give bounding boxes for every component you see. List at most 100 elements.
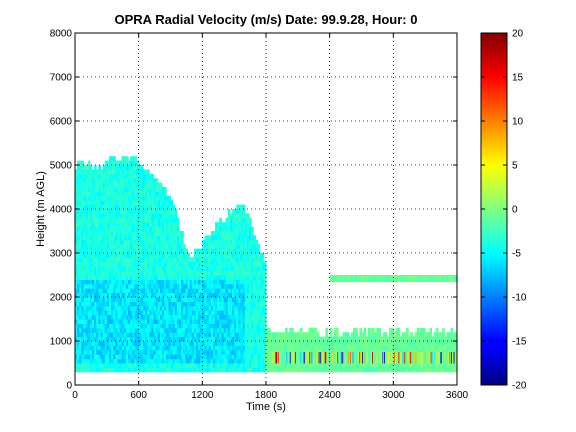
- heatmap-cell: [79, 182, 82, 188]
- heatmap-cell: [140, 301, 144, 307]
- heatmap-cell: [102, 297, 106, 302]
- heatmap-cell: [240, 248, 244, 254]
- heatmap-cell: [94, 305, 97, 311]
- heatmap-cell: [330, 352, 332, 364]
- heatmap-cell: [125, 253, 129, 258]
- heatmap-cell: [89, 217, 93, 223]
- heatmap-cell: [128, 332, 131, 338]
- heatmap-cell: [176, 301, 180, 307]
- heatmap-cell: [234, 209, 237, 214]
- heatmap-cell: [121, 178, 125, 184]
- heatmap-cell: [227, 244, 231, 250]
- heatmap-cell: [153, 319, 157, 324]
- heatmap-cell: [83, 178, 87, 184]
- heatmap-cell: [176, 217, 180, 223]
- heatmap-cell: [187, 253, 191, 258]
- heatmap-cell: [244, 253, 248, 258]
- heatmap-cell: [157, 222, 161, 228]
- heatmap-cell: [134, 239, 138, 245]
- heatmap-cell: [246, 349, 250, 355]
- x-tick-label: 2400: [319, 390, 342, 401]
- heatmap-cell: [212, 332, 216, 338]
- heatmap-cell: [191, 332, 195, 338]
- heatmap-cell: [108, 204, 112, 210]
- heatmap-cell: [348, 352, 350, 364]
- heatmap-cell: [255, 244, 259, 250]
- heatmap-cell: [206, 266, 210, 272]
- heatmap-cell: [104, 195, 108, 201]
- heatmap-cell: [111, 270, 114, 276]
- heatmap-cell: [115, 354, 118, 360]
- heatmap-cell: [153, 235, 157, 241]
- heatmap-cell: [138, 231, 142, 236]
- heatmap-cell: [111, 235, 114, 241]
- heatmap-cell: [87, 200, 91, 206]
- heatmap-cell: [246, 253, 250, 258]
- heatmap-cell: [259, 341, 263, 346]
- heatmap-cell: [229, 226, 233, 232]
- heatmap-cell: [210, 253, 214, 258]
- heatmap-cell: [193, 345, 197, 351]
- heatmap-cell: [138, 226, 142, 232]
- heatmap-cell: [121, 310, 125, 316]
- heatmap-cell: [174, 213, 178, 219]
- heatmap-cell: [257, 358, 261, 364]
- heatmap-cell: [113, 292, 116, 298]
- heatmap-cell: [164, 345, 167, 351]
- heatmap-cell: [111, 305, 114, 311]
- heatmap-cell: [123, 244, 127, 250]
- heatmap-cell: [202, 253, 205, 258]
- heatmap-cell: [302, 332, 305, 338]
- heatmap-cell: [140, 169, 144, 175]
- heatmap-cell: [195, 310, 199, 316]
- heatmap-cell: [215, 367, 218, 373]
- heatmap-cell: [83, 173, 87, 179]
- heatmap-cell: [132, 156, 135, 162]
- heatmap-cell: [98, 279, 101, 285]
- heatmap-cell: [412, 352, 415, 364]
- heatmap-cell: [119, 354, 123, 360]
- heatmap-cell: [153, 305, 157, 311]
- heatmap-cell: [341, 352, 343, 364]
- heatmap-cell: [257, 301, 261, 307]
- heatmap-cell: [113, 165, 116, 170]
- heatmap-cell: [232, 253, 235, 258]
- heatmap-cell: [142, 345, 146, 351]
- heatmap-cell: [227, 209, 231, 214]
- heatmap-cell: [225, 226, 229, 232]
- heatmap-cell: [372, 327, 375, 333]
- heatmap-cell: [204, 248, 208, 254]
- heatmap-cell: [113, 314, 116, 320]
- heatmap-cell: [170, 345, 174, 351]
- heatmap-cell: [89, 200, 93, 206]
- heatmap-cell: [374, 345, 377, 351]
- heatmap-cell: [83, 283, 87, 289]
- heatmap-cell: [261, 253, 265, 258]
- heatmap-cell: [142, 305, 146, 311]
- heatmap-cell: [297, 367, 301, 373]
- heatmap-cell: [229, 297, 233, 302]
- heatmap-cell: [350, 341, 354, 346]
- heatmap-cell: [282, 352, 284, 364]
- heatmap-cell: [329, 275, 333, 283]
- heatmap-cell: [242, 222, 246, 228]
- heatmap-cell: [223, 248, 227, 254]
- heatmap-cell: [172, 341, 176, 346]
- heatmap-cell: [113, 301, 116, 307]
- heatmap-cell: [153, 244, 157, 250]
- heatmap-cell: [291, 345, 295, 351]
- heatmap-cell: [232, 363, 235, 368]
- heatmap-cell: [136, 244, 140, 250]
- heatmap-cell: [336, 341, 339, 346]
- heatmap-cell: [242, 239, 246, 245]
- heatmap-cell: [170, 332, 174, 338]
- heatmap-cell: [162, 358, 165, 364]
- heatmap-cell: [202, 310, 205, 316]
- heatmap-cell: [170, 301, 174, 307]
- heatmap-cell: [206, 235, 210, 241]
- heatmap-cell: [249, 354, 252, 360]
- heatmap-cell: [138, 319, 142, 324]
- heatmap-cell: [117, 235, 121, 241]
- heatmap-cell: [140, 231, 144, 236]
- heatmap-cell: [125, 217, 129, 223]
